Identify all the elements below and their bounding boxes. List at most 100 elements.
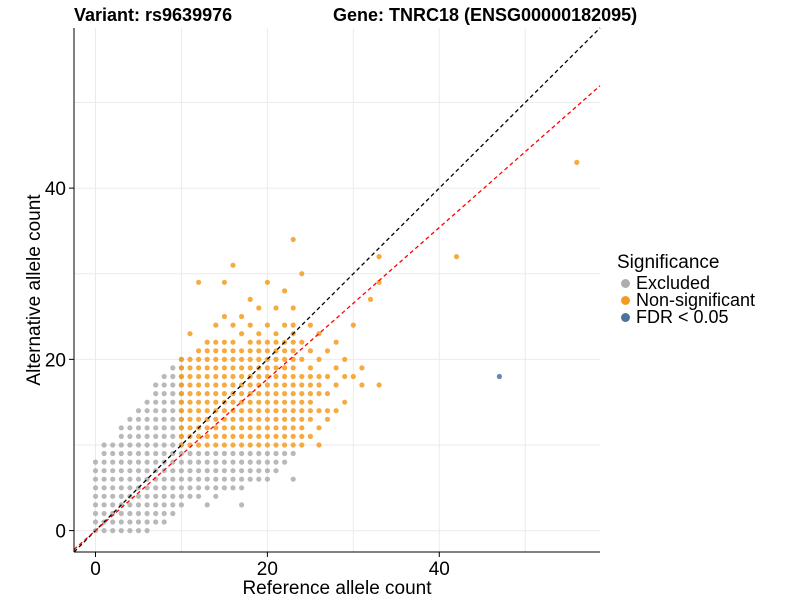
point-non-significant: [273, 365, 279, 371]
point-non-significant: [316, 391, 322, 397]
y-tick-label: 20: [45, 350, 66, 371]
point-excluded: [101, 510, 107, 517]
point-non-significant: [256, 433, 262, 439]
point-non-significant: [299, 373, 305, 380]
point-excluded: [92, 459, 99, 465]
point-excluded: [170, 468, 176, 474]
point-non-significant: [204, 339, 210, 345]
legend-item-fdr: FDR < 0.05: [617, 308, 755, 326]
point-excluded: [196, 493, 202, 499]
point-non-significant: [213, 348, 219, 354]
point-excluded: [239, 459, 245, 465]
point-non-significant: [221, 348, 227, 354]
point-non-significant: [316, 382, 322, 388]
point-non-significant: [213, 339, 219, 345]
point-non-significant: [196, 399, 202, 405]
point-non-significant: [307, 399, 313, 405]
point-non-significant: [187, 356, 193, 362]
point-excluded: [247, 450, 253, 457]
point-excluded: [239, 450, 245, 457]
point-non-significant: [204, 425, 210, 431]
point-non-significant: [213, 425, 219, 431]
point-non-significant: [264, 348, 270, 354]
point-non-significant: [256, 339, 262, 345]
point-excluded: [135, 510, 142, 517]
point-excluded: [110, 450, 116, 457]
point-excluded: [101, 459, 107, 465]
point-excluded: [153, 519, 159, 525]
point-excluded: [92, 485, 99, 491]
legend-label-excluded: Excluded: [636, 273, 711, 293]
point-excluded: [118, 425, 124, 431]
point-non-significant: [256, 399, 262, 405]
point-non-significant: [316, 408, 322, 414]
point-non-significant: [247, 416, 253, 422]
point-non-significant: [273, 356, 279, 362]
point-excluded: [92, 510, 99, 517]
legend-item-non-significant: Non-significant: [617, 291, 755, 309]
point-excluded: [204, 476, 210, 482]
point-excluded: [178, 459, 184, 465]
y-tick-label: 0: [55, 522, 66, 543]
point-non-significant: [196, 365, 202, 371]
point-non-significant: [196, 279, 202, 285]
point-excluded: [153, 433, 159, 439]
point-non-significant: [333, 339, 339, 345]
point-non-significant: [316, 373, 322, 380]
point-excluded: [178, 485, 184, 491]
point-non-significant: [342, 356, 348, 362]
point-excluded: [204, 485, 210, 491]
point-excluded: [170, 485, 176, 491]
point-excluded: [204, 468, 210, 474]
point-excluded: [135, 468, 142, 474]
point-non-significant: [239, 373, 245, 380]
point-non-significant: [213, 322, 219, 328]
point-excluded: [135, 493, 142, 499]
point-excluded: [127, 425, 133, 431]
point-non-significant: [187, 408, 193, 414]
point-excluded: [118, 528, 124, 534]
point-non-significant: [239, 313, 245, 320]
point-excluded: [187, 468, 193, 474]
point-non-significant: [230, 339, 236, 345]
point-non-significant: [230, 373, 236, 380]
point-non-significant: [204, 348, 210, 354]
point-excluded: [101, 502, 107, 508]
point-excluded: [153, 459, 159, 465]
point-non-significant: [290, 382, 296, 388]
point-non-significant: [282, 356, 288, 362]
point-non-significant: [196, 356, 202, 362]
point-non-significant: [196, 348, 202, 354]
point-excluded: [144, 399, 150, 405]
point-non-significant: [221, 313, 227, 320]
point-non-significant: [247, 442, 253, 448]
legend-item-excluded: Excluded: [617, 273, 755, 293]
point-excluded: [273, 450, 279, 457]
point-excluded: [135, 528, 142, 534]
point-excluded: [196, 468, 202, 474]
point-non-significant: [187, 373, 193, 380]
point-excluded: [118, 476, 124, 482]
point-excluded: [153, 510, 159, 517]
point-non-significant: [273, 425, 279, 431]
point-non-significant: [376, 382, 382, 388]
point-excluded: [161, 416, 167, 422]
point-excluded: [110, 476, 116, 482]
point-excluded: [256, 468, 262, 474]
point-non-significant: [282, 433, 288, 439]
point-non-significant: [178, 408, 184, 414]
point-excluded: [135, 459, 142, 465]
point-non-significant: [187, 425, 193, 431]
point-non-significant: [324, 391, 331, 397]
point-non-significant: [196, 382, 202, 388]
point-excluded: [221, 476, 227, 482]
point-non-significant: [574, 159, 580, 165]
point-non-significant: [239, 433, 245, 439]
point-non-significant: [230, 348, 236, 354]
point-non-significant: [221, 425, 227, 431]
point-excluded: [161, 476, 167, 482]
point-non-significant: [230, 365, 236, 371]
point-excluded: [213, 450, 219, 457]
point-excluded: [127, 442, 133, 448]
point-non-significant: [290, 348, 296, 354]
